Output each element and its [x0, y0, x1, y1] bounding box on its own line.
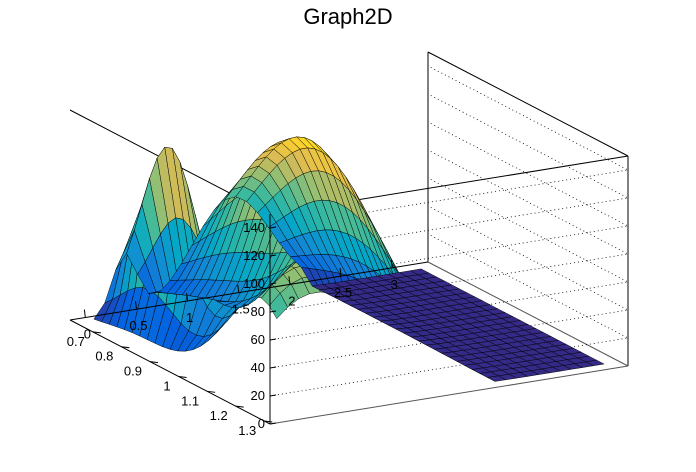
y-tick-mark — [149, 361, 159, 364]
surface-cell — [409, 268, 430, 275]
z-tick-label: 120 — [243, 248, 265, 263]
x-tick-label: 3 — [391, 277, 398, 292]
z-tick-mark — [269, 394, 277, 397]
z-tick-mark — [269, 310, 277, 313]
x-axis-line — [69, 261, 429, 321]
floor-back-edge — [269, 365, 629, 425]
chart-title: Graph2D — [303, 4, 393, 29]
x-tick-label: 0 — [84, 327, 91, 342]
floor-right-edge — [427, 261, 629, 367]
right-top-edge — [427, 51, 629, 157]
z-tick-label: 40 — [251, 360, 265, 375]
y-tick-label: 1.3 — [238, 423, 256, 438]
z-gridline — [269, 233, 630, 397]
x-tick-mark — [288, 276, 291, 285]
x-tick-mark — [134, 301, 137, 310]
y-tick-label: 0.8 — [95, 349, 113, 364]
y-tick-mark — [264, 420, 273, 423]
x-tick-label: 2.5 — [334, 285, 352, 300]
y-tick-label: 1.1 — [181, 393, 199, 408]
z-gridline — [269, 205, 630, 369]
y-tick-mark — [121, 346, 130, 349]
z-gridline — [269, 65, 630, 229]
y-tick-mark — [178, 375, 187, 378]
y-tick-label: 0.9 — [124, 364, 142, 379]
z-tick-mark — [269, 282, 277, 285]
y-tick-label: 0.7 — [67, 334, 85, 349]
y-tick-mark — [207, 390, 216, 393]
x-tick-mark — [339, 268, 342, 277]
x-tick-mark — [237, 284, 240, 293]
y-tick-mark — [235, 405, 244, 408]
x-tick-mark — [186, 292, 189, 302]
z-tick-label: 0 — [258, 416, 265, 431]
x-tick-mark — [390, 259, 393, 268]
z-tick-label: 100 — [243, 276, 265, 291]
z-tick-label: 20 — [251, 388, 265, 403]
y-tick-label: 1 — [163, 378, 170, 393]
x-tick-label: 2 — [288, 293, 295, 308]
z-tick-mark — [269, 226, 277, 229]
y-tick-mark — [92, 331, 101, 334]
x-tick-label: 0.5 — [129, 318, 147, 333]
z-tick-label: 80 — [251, 304, 265, 319]
z-tick-mark — [269, 366, 277, 369]
x-tick-label: 1 — [186, 310, 193, 325]
z-tick-mark — [269, 338, 277, 341]
z-tick-mark — [269, 422, 277, 425]
z-tick-label: 140 — [243, 220, 265, 235]
z-gridline — [269, 93, 630, 257]
y-tick-label: 1.2 — [210, 408, 228, 423]
surface-mesh — [93, 136, 605, 382]
x-tick-label: 1.5 — [232, 302, 250, 317]
x-tick-mark — [83, 309, 86, 318]
axis-ticks: 0204060801001201400.70.80.911.11.21.300.… — [67, 220, 398, 438]
z-tick-label: 60 — [251, 332, 265, 347]
z-tick-mark — [269, 254, 277, 257]
